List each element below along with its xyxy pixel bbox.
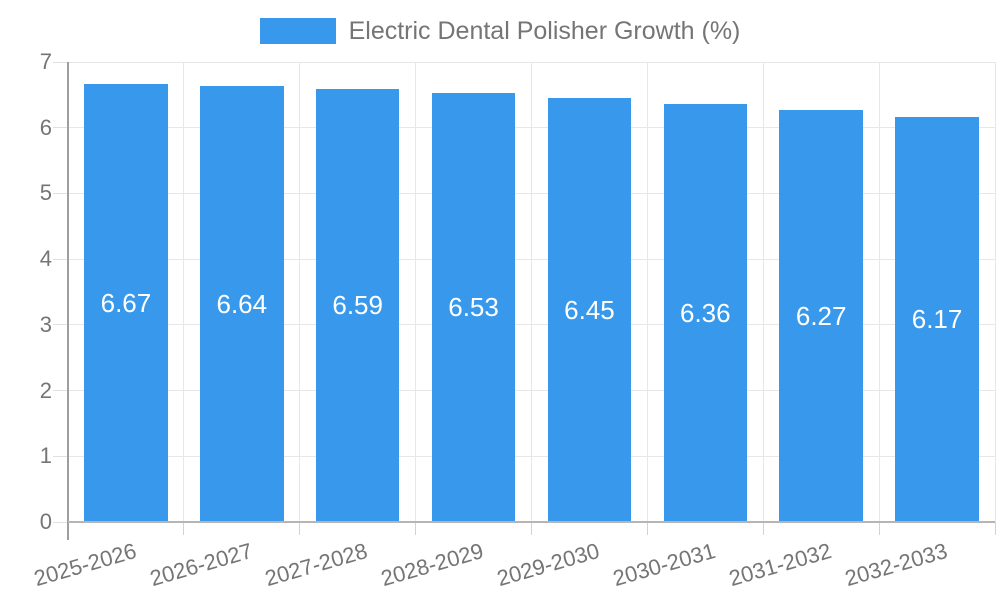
x-gridline	[183, 62, 185, 522]
y-axis-line	[67, 62, 69, 540]
x-tick	[646, 522, 648, 535]
x-axis-category-label: 2032-2033	[841, 538, 950, 592]
x-axis-category-label: 2025-2026	[30, 538, 139, 592]
x-tick	[994, 522, 996, 535]
x-gridline	[646, 62, 648, 522]
bar-value-label: 6.64	[216, 288, 268, 319]
y-axis-tick-label: 3	[39, 311, 52, 337]
y-tick	[53, 390, 68, 392]
x-axis-category-label: 2026-2027	[146, 538, 255, 592]
bar-value-label: 6.67	[100, 287, 152, 318]
y-axis-tick-label: 1	[39, 443, 52, 469]
bar-value-label: 6.27	[795, 300, 847, 331]
bar[interactable]	[84, 83, 168, 522]
legend-swatch	[259, 18, 336, 44]
y-tick	[53, 258, 68, 260]
x-tick	[878, 522, 880, 535]
y-tick	[53, 521, 68, 523]
bar-value-label: 6.17	[911, 304, 963, 335]
x-gridline	[878, 62, 880, 522]
y-tick	[53, 455, 68, 457]
y-tick	[53, 61, 68, 63]
x-gridline	[299, 62, 301, 522]
y-axis-tick-label: 7	[39, 49, 52, 74]
y-axis-tick-label: 2	[39, 377, 52, 403]
x-tick	[299, 522, 301, 535]
x-axis-line	[68, 521, 995, 523]
bar[interactable]	[547, 98, 632, 522]
legend[interactable]: Electric Dental Polisher Growth (%)	[0, 16, 1000, 46]
x-tick	[183, 522, 185, 535]
bar[interactable]	[315, 88, 400, 522]
bar-value-label: 6.45	[564, 295, 615, 326]
bar[interactable]	[431, 92, 516, 522]
x-axis-category-label: 2030-2031	[610, 538, 719, 592]
x-gridline	[531, 62, 532, 522]
x-tick	[531, 522, 532, 535]
x-gridline	[762, 62, 764, 522]
bar-value-label: 6.53	[448, 292, 499, 323]
bar[interactable]	[779, 109, 863, 522]
y-tick	[53, 192, 68, 194]
bar[interactable]	[663, 104, 748, 522]
y-tick	[53, 127, 68, 129]
x-tick	[415, 522, 417, 535]
y-axis-tick-label: 6	[39, 114, 52, 140]
x-axis-category-label: 2029-2030	[494, 538, 603, 592]
bar[interactable]	[895, 116, 979, 522]
x-axis-category-label: 2027-2028	[262, 538, 371, 592]
y-tick	[53, 324, 68, 326]
bar[interactable]	[200, 85, 284, 522]
bar-value-label: 6.36	[680, 298, 731, 329]
x-axis-category-label: 2031-2032	[726, 538, 835, 592]
legend-label: Electric Dental Polisher Growth (%)	[348, 17, 741, 45]
y-axis-tick-label: 4	[39, 246, 52, 272]
x-gridline	[994, 62, 996, 522]
bar-value-label: 6.59	[332, 290, 383, 321]
x-axis-category-label: 2028-2029	[378, 538, 487, 592]
x-tick	[762, 522, 764, 535]
x-gridline	[415, 62, 417, 522]
y-axis-tick-label: 5	[39, 180, 52, 206]
y-axis-tick-label: 0	[39, 509, 52, 534]
